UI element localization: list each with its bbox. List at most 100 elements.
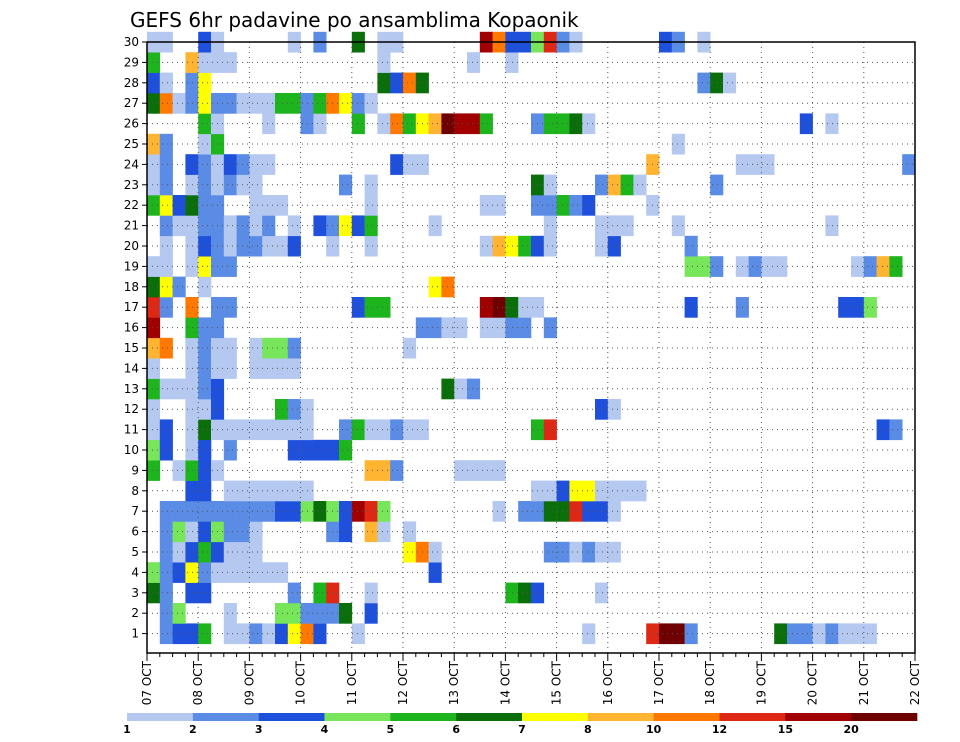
heatmap-cell — [147, 439, 161, 461]
heatmap-cell — [377, 297, 391, 318]
y-tick-label: 12 — [124, 402, 139, 416]
heatmap-cell — [313, 439, 327, 461]
heatmap-cell — [595, 215, 609, 237]
heatmap-cell — [223, 215, 237, 237]
heatmap-cell — [147, 297, 161, 318]
x-tick-label: 13 OCT — [447, 660, 461, 705]
x-tick-label: 15 OCT — [550, 660, 564, 705]
heatmap-cell — [543, 235, 557, 257]
heatmap-cell — [454, 113, 468, 135]
y-tick-label: 14 — [124, 361, 139, 375]
colorbar-legend: 1 2 3 4 5 6 7 8 10 12 15 20 — [123, 713, 918, 736]
heatmap-cell — [185, 174, 199, 196]
heatmap-cell — [543, 480, 557, 502]
heatmap-cell — [236, 174, 250, 196]
heatmap-cell — [185, 93, 199, 114]
heatmap-cell — [147, 195, 161, 216]
heatmap-cell — [287, 235, 301, 257]
colorbar-label: 6 — [452, 723, 460, 736]
y-tick-label: 23 — [124, 178, 139, 192]
y-tick-label: 13 — [124, 382, 139, 396]
heatmap-cell — [172, 460, 186, 481]
colorbar-swatch — [587, 713, 654, 721]
heatmap-cell — [275, 501, 289, 522]
heatmap-cell — [185, 154, 199, 175]
y-tick-label: 11 — [124, 423, 139, 437]
heatmap-cell — [863, 623, 877, 645]
heatmap-cell — [147, 133, 161, 155]
heatmap-cell — [454, 317, 468, 339]
heatmap-cell — [275, 399, 289, 420]
heatmap-cell — [198, 215, 212, 237]
heatmap-cell — [787, 623, 801, 645]
heatmap-cell — [147, 460, 161, 481]
colorbar-label: 12 — [712, 723, 727, 736]
heatmap-cell — [147, 256, 161, 277]
heatmap-cell — [582, 195, 596, 216]
y-tick-label: 20 — [124, 239, 139, 253]
heatmap-cell — [159, 235, 173, 257]
heatmap-cell — [479, 297, 493, 318]
heatmap-cell — [748, 256, 762, 277]
heatmap-cell — [185, 460, 199, 481]
heatmap-cell — [147, 52, 161, 73]
heatmap-cell — [351, 623, 365, 645]
heatmap-cell — [492, 235, 506, 257]
heatmap-cell — [262, 623, 276, 645]
x-tick-label: 08 OCT — [191, 660, 205, 705]
heatmap-cell — [607, 501, 621, 522]
heatmap-cell — [377, 113, 391, 135]
heatmap-cell — [223, 480, 237, 502]
heatmap-cell — [185, 72, 199, 94]
y-tick-label: 26 — [124, 117, 139, 131]
heatmap-cell — [505, 297, 519, 318]
heatmap-cell — [198, 195, 212, 216]
heatmap-cell — [556, 480, 570, 502]
heatmap-cell — [428, 317, 442, 339]
x-tick-label: 14 OCT — [498, 660, 512, 705]
heatmap-cell — [172, 541, 186, 563]
heatmap-cell — [249, 480, 263, 502]
heatmap-cell — [185, 195, 199, 216]
heatmap-cell — [159, 256, 173, 277]
heatmap-cell — [569, 480, 583, 502]
heatmap-cell — [556, 501, 570, 522]
heatmap-cell — [159, 582, 173, 604]
heatmap-cell — [198, 460, 212, 481]
heatmap-cell — [518, 582, 532, 604]
heatmap-cell — [377, 460, 391, 481]
heatmap-cell — [607, 541, 621, 563]
heatmap-cell — [249, 562, 263, 583]
heatmap-cell — [172, 623, 186, 645]
heatmap-cell — [287, 93, 301, 114]
heatmap-cell — [236, 480, 250, 502]
heatmap-cell — [159, 623, 173, 645]
heatmap-cell — [159, 297, 173, 318]
heatmap-cell — [492, 195, 506, 216]
x-tick-label: 07 OCT — [140, 660, 154, 705]
heatmap-cell — [159, 378, 173, 400]
heatmap-cell — [147, 317, 161, 339]
heatmap-cell — [236, 521, 250, 543]
heatmap-cell — [249, 501, 263, 522]
heatmap-cell — [364, 195, 378, 216]
x-tick-label: 22 OCT — [908, 660, 922, 705]
heatmap-cell — [863, 256, 877, 277]
heatmap-cell — [159, 541, 173, 563]
heatmap-cell — [659, 623, 673, 645]
heatmap-cell — [876, 256, 890, 277]
heatmap-cell — [275, 623, 289, 645]
heatmap-cell — [364, 501, 378, 522]
heatmap-cell — [249, 521, 263, 543]
heatmap-cell — [543, 174, 557, 196]
heatmap-cell — [607, 235, 621, 257]
heatmap-cell — [390, 154, 404, 175]
heatmap-cell — [595, 399, 609, 420]
heatmap-cell — [262, 419, 276, 441]
x-tick-label: 17 OCT — [652, 660, 666, 705]
heatmap-cell — [403, 419, 417, 441]
heatmap-cell — [543, 419, 557, 441]
heatmap-cell — [185, 358, 199, 379]
heatmap-cell — [876, 419, 890, 441]
